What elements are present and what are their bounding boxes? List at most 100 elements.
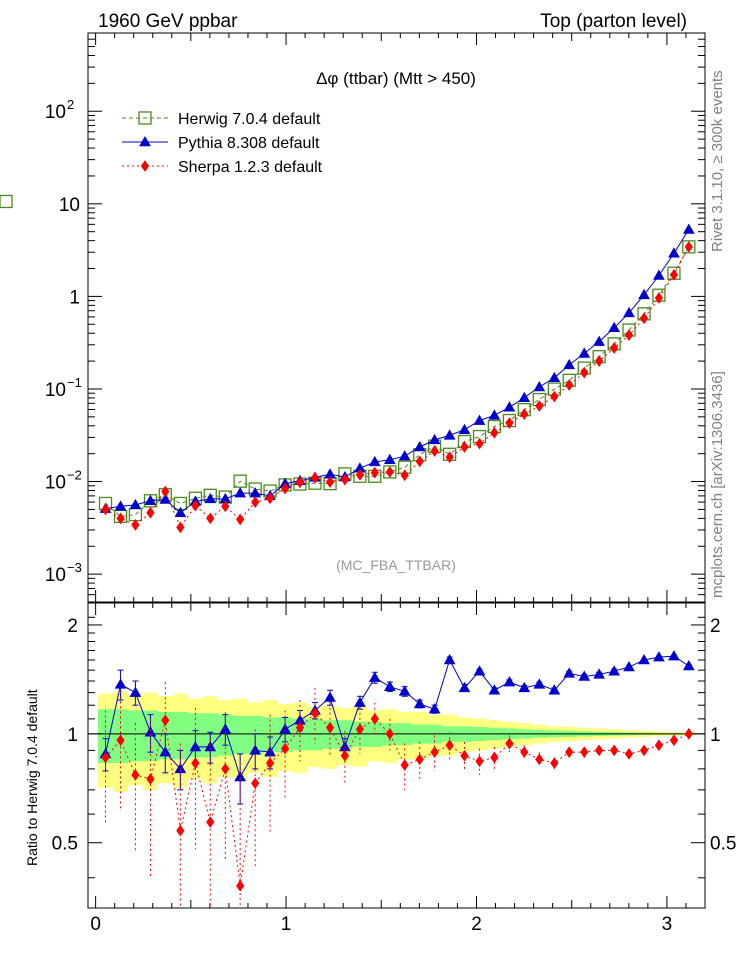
ratio-data-point [355,723,365,736]
ratio-data-point [280,742,290,755]
main-y-tick-label: 10 [45,102,66,123]
ratio-y-tick-label: 2 [67,616,78,637]
ratio-data-point [234,770,247,782]
ratio-data-point [413,697,426,709]
ratio-y-tick-label-right: 0.5 [710,834,736,855]
ratio-data-point [638,654,650,665]
ratio-data-point [383,680,396,691]
main-data-point [548,371,561,383]
legend-entry: Pythia 8.308 default [122,135,320,152]
main-data-point [473,414,486,425]
ratio-data-point [428,703,441,714]
main-data-point [460,441,469,453]
ratio-data-point [324,691,336,702]
ratio-band-inner [98,709,697,764]
ratio-data-point [653,651,665,662]
main-data-point [383,453,396,464]
ratio-data-point [610,744,619,757]
main-data-point [565,379,574,391]
ratio-data-point [370,712,379,725]
main-y-tick-label: 10 [45,380,66,401]
main-series-line [105,246,690,517]
ratio-data-point [400,759,409,771]
ratio-band-layer [88,691,705,793]
main-series-line [105,246,690,529]
x-tick-label: 3 [662,914,673,935]
ratio-data-point [146,773,155,785]
ratio-y-tick-label-right: 2 [710,616,721,637]
ratio-data-point [460,749,469,762]
legend-label: Sherpa 1.2.3 default [178,159,323,176]
ratio-data-point [176,824,185,837]
ratio-data-point [550,757,559,769]
main-data-point [398,450,411,461]
main-data-point [355,469,365,481]
main-data-point [236,513,245,526]
main-series-line [105,229,690,514]
main-data-point [221,500,230,513]
main-data-point [578,347,591,358]
main-data-point [520,408,529,420]
legend-entry: Herwig 7.0.4 default [122,111,321,128]
main-data-point [610,342,619,354]
ratio-data-point [310,707,320,720]
main-data-point [563,358,576,370]
main-data-point [400,469,409,482]
main-data-point [340,473,350,486]
main-y-tick-exponent: −1 [67,375,82,390]
main-data-point [668,247,680,258]
main-data-point [653,269,665,280]
ratio-data-point [595,744,604,757]
ratio-data-point [503,676,516,687]
main-data-point [131,519,140,531]
main-data-point [161,485,170,498]
ratio-series-line [105,712,690,886]
ratio-data-point [398,685,411,696]
ratio-data-point [251,777,260,790]
main-y-tick-label: 10 [45,565,66,586]
ratio-data-point [236,879,245,892]
ratio-data-point [563,667,576,678]
main-data-point [443,429,456,440]
main-data-point [174,506,187,518]
main-data-point [488,409,501,420]
main-data-point [129,498,142,510]
main-data-point [295,476,305,489]
ratio-data-point [580,746,589,759]
main-data-point [505,417,514,429]
ratio-data-point [116,734,125,747]
mcplots-side-label: mcplots.cern.ch [arXiv:1306.3436] [709,371,726,598]
ratio-data-point [131,769,140,781]
main-data-point [325,476,335,488]
ratio-data-point [684,727,693,740]
main-data-point [458,423,471,434]
header-left: 1960 GeV ppbar [98,11,238,32]
ratio-data-point [189,740,202,752]
ratio-data-point [535,753,544,766]
main-y-tick-label: 10 [59,195,80,216]
main-series-0 [0,194,696,524]
ratio-data-point [144,726,157,737]
legend: Herwig 7.0.4 default Pythia 8.308 default… [122,111,323,176]
main-data-point [144,494,157,506]
ratio-y-tick-label-right: 1 [710,725,721,746]
main-data-point [638,288,650,300]
ratio-data-point [354,696,366,707]
main-data-point [445,451,454,464]
legend-entry: Sherpa 1.2.3 default [122,159,323,176]
main-data-point [310,471,320,484]
main-data-point [280,482,290,495]
main-data-point [624,329,634,342]
ratio-data-point [488,684,501,695]
main-series-2 [101,242,693,534]
ratio-data-point [161,714,170,727]
main-data-point [503,401,516,412]
main-data-point [101,503,110,516]
legend-label: Pythia 8.308 default [178,135,320,152]
ratio-data-point [221,763,230,775]
main-data-point [595,355,604,367]
main-data-point [265,492,275,505]
ratio-data-point [204,740,217,752]
x-tick-label: 1 [281,914,292,935]
